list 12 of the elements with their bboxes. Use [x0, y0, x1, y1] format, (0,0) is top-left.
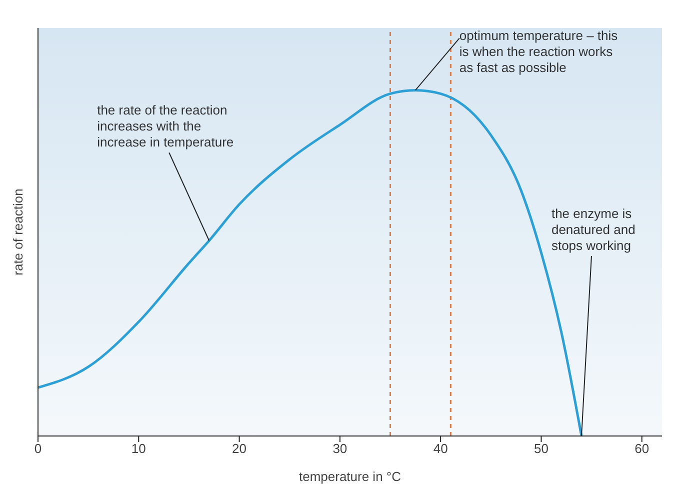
y-axis-title: rate of reaction — [10, 188, 26, 276]
annotation: the enzyme is denatured and stops working — [551, 206, 636, 253]
x-tick-label: 50 — [534, 441, 548, 456]
x-tick-label: 10 — [131, 441, 146, 456]
x-tick-label: 30 — [332, 441, 348, 456]
x-tick-label: 60 — [634, 441, 650, 456]
x-tick-label: 20 — [232, 441, 247, 456]
x-axis-title: temperature in °C — [298, 469, 402, 484]
x-tick-label: 40 — [433, 441, 448, 456]
annotation: optimum temperature – this is when the reaction works as fast as possible — [459, 28, 618, 76]
x-tick-label: 0 — [34, 441, 42, 456]
annotation: the rate of the reaction increases with the increase in temperature — [97, 102, 234, 150]
